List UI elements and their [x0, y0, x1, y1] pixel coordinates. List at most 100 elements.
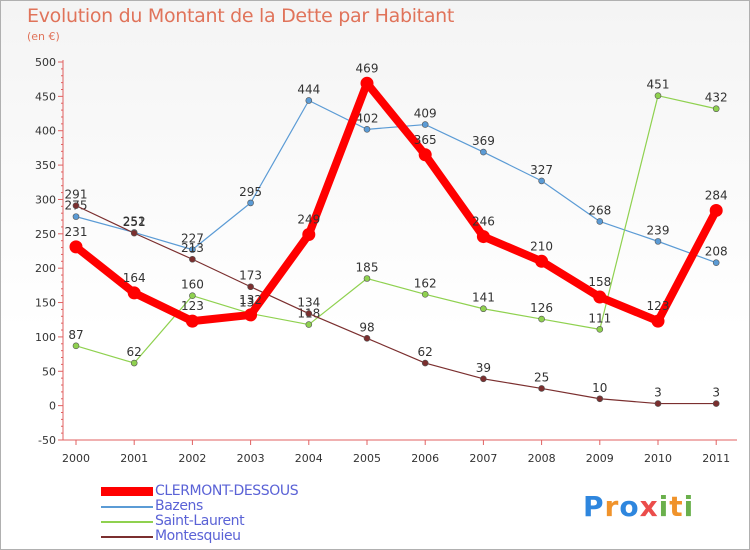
data-point-montesquieu [72, 202, 80, 209]
data-label-saint-laurent: 62 [127, 345, 142, 359]
y-tick-label: 150 [35, 297, 56, 310]
logo-letter: x [639, 490, 659, 523]
chart-title: Evolution du Montant de la Dette par Hab… [27, 5, 455, 27]
data-label-clermont-dessous: 210 [530, 239, 553, 253]
data-label-clermont-dessous: 365 [414, 133, 437, 147]
x-tick-label: 2000 [62, 452, 90, 465]
data-label-bazens: 444 [297, 82, 320, 96]
logo-letter: r [604, 490, 620, 523]
data-point-montesquieu [421, 359, 429, 367]
data-point-clermont-dessous [593, 290, 607, 304]
data-point-bazens [72, 213, 80, 220]
logo-letter: t [669, 490, 684, 523]
y-tick-label: 200 [35, 262, 56, 275]
legend-label-montesquieu: Montesquieu [155, 528, 241, 544]
data-point-montesquieu [305, 310, 313, 317]
series-line-bazens [75, 99, 717, 264]
data-label-clermont-dessous: 469 [356, 61, 379, 75]
data-label-bazens: 227 [181, 232, 204, 246]
data-point-saint-laurent [421, 290, 429, 298]
data-label-saint-laurent: 451 [647, 78, 670, 92]
logo-letter: i [683, 490, 695, 523]
data-label-clermont-dessous: 249 [297, 213, 320, 227]
y-tick-label: 300 [35, 193, 56, 206]
data-label-bazens: 295 [239, 185, 262, 199]
data-label-montesquieu: 291 [65, 188, 88, 202]
data-point-bazens [305, 97, 313, 104]
data-label-montesquieu: 39 [476, 361, 491, 375]
data-point-saint-laurent [596, 326, 604, 333]
y-tick-label: 250 [35, 228, 56, 241]
data-point-montesquieu [654, 400, 662, 407]
x-tick-label: 2011 [702, 452, 730, 465]
data-point-clermont-dessous [535, 254, 549, 268]
data-point-clermont-dessous [302, 228, 316, 242]
y-tick-label: 500 [35, 56, 56, 69]
data-label-bazens: 208 [705, 245, 728, 259]
data-point-clermont-dessous [185, 314, 199, 328]
data-point-saint-laurent [363, 275, 371, 282]
legend-swatch-saint-laurent [101, 521, 153, 523]
data-label-montesquieu: 173 [239, 269, 262, 283]
data-label-montesquieu: 3 [654, 386, 662, 400]
data-point-montesquieu [247, 283, 254, 291]
data-point-montesquieu [363, 334, 371, 342]
y-tick-label: 450 [35, 90, 56, 103]
data-point-montesquieu [712, 400, 720, 407]
y-tick-label: 400 [35, 125, 56, 138]
data-point-saint-laurent [712, 105, 720, 113]
data-label-montesquieu: 10 [592, 381, 607, 395]
data-label-montesquieu: 25 [534, 370, 549, 384]
y-tick-label: -50 [38, 434, 56, 447]
data-point-clermont-dessous [651, 314, 665, 328]
y-tick-label: 50 [42, 365, 56, 378]
data-label-clermont-dessous: 123 [647, 299, 670, 313]
data-point-saint-laurent [305, 321, 313, 328]
data-point-montesquieu [480, 375, 487, 383]
data-point-bazens [480, 148, 487, 156]
series-line-montesquieu [75, 205, 717, 405]
data-point-montesquieu [189, 255, 196, 263]
x-tick-label: 2002 [178, 452, 206, 465]
data-point-montesquieu [596, 395, 604, 403]
data-point-saint-laurent [189, 292, 196, 299]
data-label-bazens: 402 [356, 111, 379, 125]
series-line-clermont-dessous [72, 79, 721, 326]
data-label-clermont-dessous: 132 [239, 293, 262, 307]
x-tick-label: 2007 [469, 452, 497, 465]
data-point-clermont-dessous [360, 76, 374, 90]
data-label-montesquieu: 62 [418, 345, 433, 359]
data-point-montesquieu [538, 385, 545, 392]
data-label-montesquieu: 213 [181, 241, 204, 255]
data-label-clermont-dessous: 231 [65, 225, 88, 239]
logo-letter: o [619, 490, 640, 523]
logo-letter: i [658, 490, 670, 523]
data-point-bazens [596, 218, 604, 225]
data-label-saint-laurent: 126 [530, 301, 553, 315]
data-point-saint-laurent [538, 315, 545, 323]
data-label-bazens: 239 [647, 223, 670, 237]
data-point-saint-laurent [480, 305, 487, 313]
data-label-saint-laurent: 111 [588, 311, 611, 325]
chart-subtitle: (en €) [27, 30, 60, 43]
data-label-saint-laurent: 141 [472, 291, 495, 305]
data-point-clermont-dessous [69, 240, 83, 254]
data-label-saint-laurent: 87 [68, 328, 83, 342]
data-point-bazens [538, 177, 545, 185]
data-label-montesquieu: 134 [297, 296, 320, 310]
data-point-bazens [712, 259, 720, 266]
data-point-bazens [247, 199, 254, 207]
x-tick-label: 2008 [528, 452, 556, 465]
data-point-bazens [654, 238, 662, 245]
legend-swatch-clermont-dessous [101, 487, 153, 496]
data-point-bazens [421, 121, 429, 128]
legend-label-bazens: Bazens [155, 498, 203, 514]
logo-letter: P [583, 490, 605, 523]
y-tick-label: 100 [35, 331, 56, 344]
legend-label-clermont-dessous: CLERMONT-DESSOUS [155, 483, 299, 499]
data-point-clermont-dessous [244, 308, 258, 322]
data-label-bazens: 252 [123, 214, 146, 228]
x-tick-label: 2001 [120, 452, 148, 465]
